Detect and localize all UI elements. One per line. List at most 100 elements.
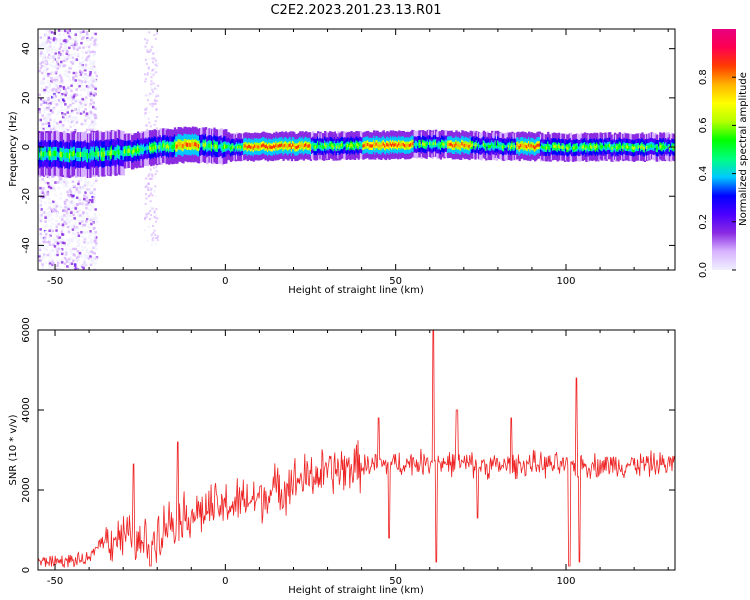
heatmap-ridge-cell: [507, 146, 510, 149]
heatmap-noise-cell: [73, 217, 76, 220]
heatmap-ridge-cell: [238, 138, 241, 143]
heatmap-ridge-cell: [333, 153, 336, 159]
heatmap-noise-cell: [45, 245, 49, 248]
heatmap-noise-cell: [66, 116, 70, 119]
heatmap-noise-cell: [86, 117, 89, 120]
heatmap-ridge-cell: [392, 135, 395, 140]
heatmap-ridge-cell: [213, 134, 216, 140]
heatmap-ridge-cell: [113, 154, 116, 159]
heatmap-ridge-cell: [221, 145, 224, 148]
heatmap-noise-cell: [72, 60, 75, 63]
heatmap-ridge-cell: [333, 149, 336, 154]
heatmap-ridge-cell: [343, 145, 346, 148]
heatmap-ridge-cell: [216, 144, 220, 147]
heatmap-ridge-cell: [51, 161, 54, 169]
heatmap-ridge-cell: [334, 147, 338, 149]
heatmap-ridge-cell: [77, 167, 80, 177]
heatmap-ridge-cell: [61, 141, 65, 149]
heatmap-noise-cell: [67, 266, 71, 270]
heatmap-noise-cell: [45, 73, 49, 76]
heatmap-ridge-cell: [322, 155, 326, 161]
heatmap-ridge-cell: [393, 137, 396, 142]
heatmap-ridge-cell: [201, 149, 204, 155]
heatmap-ridge-cell: [206, 144, 209, 147]
heatmap-noise-cell: [58, 180, 61, 183]
heatmap-noise-cell: [78, 191, 82, 194]
heatmap-ridge-cell: [353, 146, 357, 149]
heatmap-ridge-cell: [54, 140, 57, 147]
heatmap-ridge-cell: [96, 165, 99, 175]
heatmap-ridge-cell: [435, 141, 438, 144]
heatmap-ridge-cell: [462, 142, 465, 145]
heatmap-noise-cell: [87, 45, 91, 48]
heatmap-noise-cell: [63, 244, 67, 247]
heatmap-noise-cell: [44, 216, 47, 219]
heatmap-noise-cell: [76, 83, 79, 86]
heatmap-ridge-cell: [258, 154, 261, 161]
heatmap-ridge-cell: [466, 143, 469, 146]
heatmap-ridge-cell: [134, 148, 137, 151]
heatmap-ridge-cell: [159, 147, 162, 151]
heatmap-ridge-cell: [425, 153, 428, 159]
heatmap-ridge-cell: [308, 149, 311, 154]
heatmap-ridge-cell: [398, 130, 401, 136]
heatmap-ridge-cell: [437, 137, 440, 142]
heatmap-ridge-cell: [166, 156, 170, 164]
heatmap-ridge-cell: [339, 146, 342, 148]
heatmap-noise-cell: [48, 214, 51, 218]
heatmap-ridge-cell: [508, 141, 512, 145]
heatmap-ridge-cell: [246, 139, 249, 144]
heatmap-noise-cell: [60, 248, 64, 251]
heatmap-ridge-cell: [73, 166, 77, 176]
heatmap-ridge-cell: [194, 146, 197, 150]
heatmap-ridge-cell: [59, 154, 62, 157]
heatmap-ridge-cell: [326, 149, 329, 154]
heatmap-noise-cell: [88, 105, 91, 108]
heatmap-ridge-cell: [120, 139, 123, 146]
heatmap-ridge-cell: [361, 149, 364, 154]
heatmap-ridge-cell: [120, 152, 123, 156]
heatmap-ridge-cell: [379, 149, 382, 154]
heatmap-ridge-cell: [95, 131, 98, 140]
heatmap-ridge-cell: [110, 138, 113, 146]
heatmap-ridge-cell: [349, 142, 352, 145]
heatmap-ridge-cell: [116, 164, 119, 174]
heatmap-ridge-cell: [301, 148, 304, 153]
heatmap-ridge-cell: [302, 139, 305, 144]
heatmap-ridge-cell: [445, 130, 448, 136]
heatmap-noise-cell: [39, 66, 42, 70]
heatmap-ridge-cell: [328, 143, 332, 145]
heatmap-ridge-cell: [296, 145, 299, 148]
heatmap-ridge-cell: [173, 144, 177, 147]
heatmap-ridge-cell: [367, 136, 370, 141]
heatmap-noise-cell: [47, 182, 50, 185]
heatmap-ridge-cell: [300, 150, 303, 155]
heatmap-ridge-cell: [464, 143, 468, 145]
heatmap-ridge-cell: [411, 143, 414, 145]
heatmap-noise-cell: [39, 219, 43, 223]
heatmap-noise-cell: [44, 261, 47, 264]
heatmap-ridge-cell: [219, 151, 222, 157]
heatmap-noise-cell: [87, 51, 90, 55]
heatmap-ridge-cell: [233, 146, 236, 149]
heatmap-noise-cell: [87, 86, 90, 89]
heatmap-ridge-cell: [94, 141, 97, 148]
heatmap-ridge-cell: [106, 152, 109, 156]
heatmap-ridge-cell: [154, 142, 158, 146]
heatmap-noise-cell: [66, 55, 69, 59]
heatmap-noise-cell: [64, 116, 68, 119]
heatmap-ridge-cell: [94, 154, 97, 158]
heatmap-ridge-cell: [445, 142, 448, 144]
heatmap-ridge-cell: [401, 152, 404, 158]
heatmap-ridge-cell: [49, 131, 53, 140]
heatmap-noise-cell: [71, 206, 75, 209]
heatmap-ridge-cell: [158, 142, 161, 146]
heatmap-noise-cell: [74, 38, 77, 41]
heatmap-ridge-cell: [338, 155, 341, 161]
heatmap-ridge-cell: [387, 141, 390, 144]
heatmap-noise-cell: [94, 32, 97, 36]
heatmap-ridge-cell: [227, 141, 230, 145]
heatmap-ridge-cell: [159, 145, 162, 148]
heatmap-ridge-cell: [474, 150, 477, 155]
heatmap-noise-cell: [50, 232, 53, 235]
